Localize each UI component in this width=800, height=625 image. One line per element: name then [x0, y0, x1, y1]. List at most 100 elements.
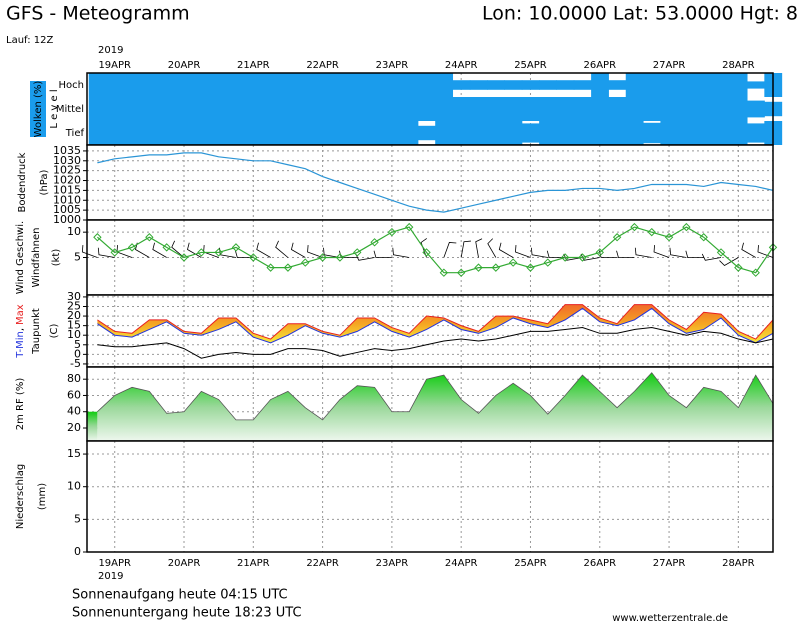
- x-tick-label: 20APR: [168, 60, 201, 71]
- cloud-cell: [192, 97, 211, 121]
- y-label-2: Windfahnen: [31, 228, 42, 288]
- wind-speed-line: [96, 226, 774, 274]
- wind-barb: [669, 247, 687, 258]
- cloud-cell: [677, 73, 696, 97]
- cloud-cell: [331, 121, 350, 145]
- wind-marker: [353, 248, 362, 257]
- cloud-cell: [296, 121, 315, 145]
- cloud-cell: [712, 97, 731, 121]
- cloud-cell: [660, 97, 679, 121]
- cloud-cell: [400, 73, 419, 97]
- x-tick-label: 22APR: [306, 558, 339, 569]
- cloud-cell: [106, 97, 124, 121]
- cloud-cell: [365, 97, 384, 121]
- cloud-cell: [504, 97, 523, 121]
- label-max: Max: [15, 304, 26, 325]
- y-label: 2m RF (%): [15, 378, 26, 431]
- cloud-cell: [504, 80, 523, 90]
- wind-marker: [612, 233, 622, 242]
- cloud-cell: [244, 73, 263, 97]
- wind-marker: [301, 258, 310, 267]
- cloud-label-bg: [30, 81, 46, 137]
- cloud-cell: [452, 80, 471, 90]
- title: GFS - Meteogramm: [6, 3, 190, 25]
- cloud-cell: [677, 121, 696, 145]
- temp-band: [97, 304, 774, 343]
- x-tick-label: 19APR: [98, 60, 131, 71]
- wind-marker: [595, 248, 604, 257]
- x-tick-label: 25APR: [514, 558, 547, 569]
- wind-barb: [563, 253, 583, 261]
- cloud-cell: [417, 73, 436, 97]
- wind-barb: [187, 242, 202, 258]
- cloud-cell: [279, 73, 298, 97]
- wind-marker: [664, 233, 674, 242]
- cloud-cell: [227, 73, 246, 97]
- x-tick-label: 21APR: [237, 558, 270, 569]
- cloud-cell: [487, 97, 505, 121]
- wind-marker: [231, 243, 241, 252]
- cloud-cell: [192, 73, 211, 97]
- wind-marker: [283, 263, 293, 272]
- cloud-cell: [608, 80, 627, 90]
- cloud-cell: [573, 121, 592, 145]
- x-tick-label: 25APR: [514, 60, 547, 71]
- wind-marker: [266, 263, 275, 272]
- y-unit: (hPa): [39, 169, 50, 195]
- cloud-cell: [712, 121, 731, 145]
- cloud-cell: [729, 121, 748, 145]
- cloud-cell: [695, 73, 713, 97]
- wind-barb: [460, 240, 471, 258]
- cloud-cell: [313, 97, 332, 121]
- cloud-cell: [365, 73, 384, 97]
- cloud-cell: [140, 97, 159, 121]
- wind-marker: [682, 222, 691, 232]
- rh-fill-left: [87, 411, 98, 441]
- cloud-cell: [296, 73, 315, 97]
- cloud-cell: [313, 73, 332, 97]
- wind-barb: [443, 242, 457, 258]
- cloud-cell: [106, 73, 124, 97]
- wind-barb: [616, 250, 635, 258]
- wind-marker: [387, 227, 397, 237]
- y-label-2: Taupunkt: [31, 308, 42, 355]
- wind-marker: [439, 268, 449, 277]
- wind-barb: [171, 240, 185, 258]
- cloud-cell: [244, 97, 263, 121]
- level-label: Mittel: [56, 104, 84, 115]
- cloud-cell: [158, 73, 176, 97]
- y-tick-label: 1015: [53, 183, 81, 196]
- cloud-cell: [729, 73, 748, 97]
- y-tick-label: 1035: [53, 144, 81, 157]
- cloud-cell: [452, 97, 471, 121]
- wind-barb: [685, 250, 704, 258]
- cloud-cell: [487, 121, 505, 145]
- wind-barb: [323, 247, 340, 258]
- wind-marker: [197, 248, 206, 257]
- wind-barb: [701, 253, 722, 261]
- cloud-cell: [573, 97, 592, 121]
- cloud-cell: [123, 121, 142, 145]
- y-label: Wolken (%): [33, 81, 44, 138]
- y-tick-label: 1025: [53, 164, 81, 177]
- wind-marker: [526, 263, 535, 272]
- wind-marker: [318, 253, 327, 262]
- wind-marker: [405, 222, 414, 232]
- wind-barb: [275, 240, 289, 258]
- panel-bg: [87, 145, 773, 220]
- cloud-cell: [279, 121, 298, 145]
- y-tick-label: 25: [67, 299, 81, 312]
- wind-barb: [515, 245, 531, 258]
- cloud-cell: [643, 97, 661, 121]
- cloud-cell: [296, 97, 315, 121]
- cloud-cell: [521, 97, 540, 121]
- y-tick-label: 10: [67, 480, 81, 493]
- year-bottom: 2019: [98, 571, 123, 582]
- wind-barb: [235, 250, 254, 258]
- wind-marker: [93, 233, 102, 242]
- cloud-cell: [227, 97, 246, 121]
- temp-line: [97, 307, 774, 344]
- cloud-cell: [140, 121, 159, 145]
- cloud-cell: [348, 121, 367, 145]
